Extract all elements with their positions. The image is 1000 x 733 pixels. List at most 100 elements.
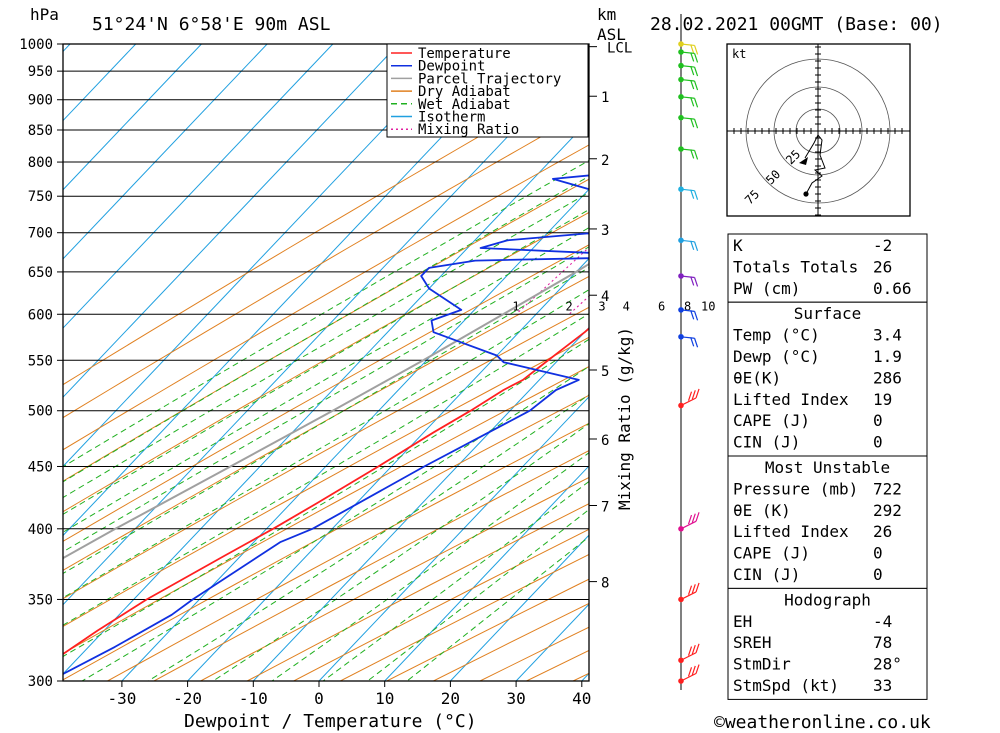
- wind-level-dot: [678, 402, 684, 409]
- dry-adiabat-line: [63, 336, 589, 627]
- info-row-label: Dewp (°C): [733, 347, 820, 366]
- wind-barb-flag: [693, 241, 699, 251]
- wind-barb-flag: [691, 513, 696, 523]
- wind-barb-flag: [693, 45, 699, 55]
- isotherm-line: [187, 257, 589, 681]
- wind-barb: [680, 652, 697, 661]
- wind-barb-flag: [690, 117, 695, 128]
- plot-frame: [62, 43, 590, 682]
- info-row-label: EH: [733, 612, 752, 631]
- info-row-value: 1.9: [873, 347, 902, 366]
- isotherm-line: [450, 534, 589, 681]
- height-tick-label: 1: [601, 90, 609, 106]
- isotherm-line: [63, 119, 589, 675]
- wind-barb-flag: [690, 337, 695, 347]
- info-row-label: Totals Totals: [733, 257, 858, 276]
- height-tick-label: LCL: [607, 41, 632, 57]
- pressure-label: 300: [28, 674, 53, 690]
- wind-barb-flag: [690, 52, 695, 62]
- wind-barb-flag: [690, 240, 695, 250]
- legend-label: Wet Adiabat: [418, 97, 511, 113]
- temp-tick-label: -10: [239, 689, 268, 708]
- wind-barb: [680, 336, 695, 339]
- dry-adiabat-line: [63, 394, 589, 681]
- dry-adiabat-line: [63, 275, 589, 571]
- isotherm-line: [63, 44, 465, 468]
- temp-tick-label: 40: [572, 689, 591, 708]
- series-temperature: [63, 327, 589, 656]
- info-row-value: 286: [873, 368, 902, 387]
- wind-barb: [680, 275, 695, 279]
- height-unit-label: km: [597, 5, 616, 24]
- wind-barb: [680, 51, 695, 55]
- wind-barb-flag: [691, 644, 696, 655]
- info-table-title: Surface: [794, 304, 861, 323]
- info-row-label: Lifted Index: [733, 522, 849, 541]
- info-row-label: CIN (J): [733, 565, 800, 584]
- info-table: [727, 455, 928, 589]
- temp-tick-label: 0: [314, 689, 324, 708]
- mixing-ratio-label: 1: [512, 299, 519, 313]
- pressure-label: 700: [28, 226, 53, 242]
- isotherm-line: [384, 465, 589, 681]
- pressure-label: 450: [28, 459, 53, 475]
- height-tick-label: 6: [601, 433, 609, 449]
- pressure-label: 850: [28, 123, 53, 139]
- wind-barb-flag: [687, 646, 693, 656]
- info-row-label: Temp (°C): [733, 326, 820, 345]
- info-row-value: 0: [873, 411, 883, 430]
- location-label: 51°24'N 6°58'E 90m ASL: [92, 14, 331, 35]
- info-row-value: 0.66: [873, 279, 912, 298]
- wind-barb: [680, 591, 697, 600]
- info-row-label: θE (K): [733, 501, 791, 520]
- info-row-label: StmDir: [733, 655, 791, 674]
- wind-barb: [680, 78, 695, 82]
- height-tick-label: 3: [601, 223, 609, 239]
- height-tick-label: 7: [601, 500, 609, 516]
- wind-barb-flag: [693, 118, 699, 129]
- legend-label: Isotherm: [418, 110, 485, 126]
- info-table-title: Hodograph: [784, 590, 871, 609]
- isotherm-line: [63, 44, 268, 260]
- mixing-ratio-label: 4: [623, 299, 630, 313]
- info-row-value: 78: [873, 633, 892, 652]
- pressure-label: 750: [28, 189, 53, 205]
- wind-barb: [680, 239, 695, 243]
- wind-barb-flag: [687, 667, 693, 677]
- wind-barb-flag: [691, 584, 696, 594]
- hodograph-trace: [804, 134, 826, 195]
- wind-barb-flag: [693, 98, 699, 108]
- height-tick-label: 4: [601, 289, 609, 305]
- wind-barb-flag: [693, 66, 699, 77]
- pressure-label: 900: [28, 93, 53, 109]
- isotherm-line: [63, 44, 334, 329]
- wind-barb-flag: [695, 643, 700, 653]
- series-dewpoint: [63, 174, 589, 676]
- wind-barb-flag: [690, 79, 695, 90]
- wind-barb-flag: [690, 276, 695, 286]
- background-lines: [63, 44, 589, 681]
- wind-barb-flag: [690, 44, 695, 54]
- wind-barb-flag: [695, 582, 700, 593]
- info-row-label: SREH: [733, 633, 772, 652]
- temp-tick-label: -20: [173, 689, 202, 708]
- info-table-title: Most Unstable: [765, 458, 890, 477]
- site-credit: ©weatheronline.co.uk: [714, 712, 931, 733]
- info-table: [727, 587, 928, 700]
- info-table: [727, 301, 928, 457]
- hodograph-unit: kt: [732, 47, 746, 61]
- wind-level-dot: [678, 94, 684, 100]
- wind-barb-flag: [690, 97, 695, 107]
- datetime-label: 28.02.2021 00GMT (Base: 00): [650, 14, 943, 35]
- wind-profile: [678, 14, 700, 690]
- wind-barb-flag: [693, 277, 699, 287]
- wind-barb-flag: [690, 189, 695, 199]
- height-tick-label: 2: [601, 153, 609, 169]
- wind-barb-flag: [693, 53, 699, 63]
- series-parcel-trajectory: [63, 262, 589, 560]
- dry-adiabat-line: [63, 366, 589, 655]
- wet-adiabat-line: [63, 338, 589, 658]
- wind-barb-flag: [693, 150, 699, 160]
- pressure-label: 350: [28, 592, 53, 608]
